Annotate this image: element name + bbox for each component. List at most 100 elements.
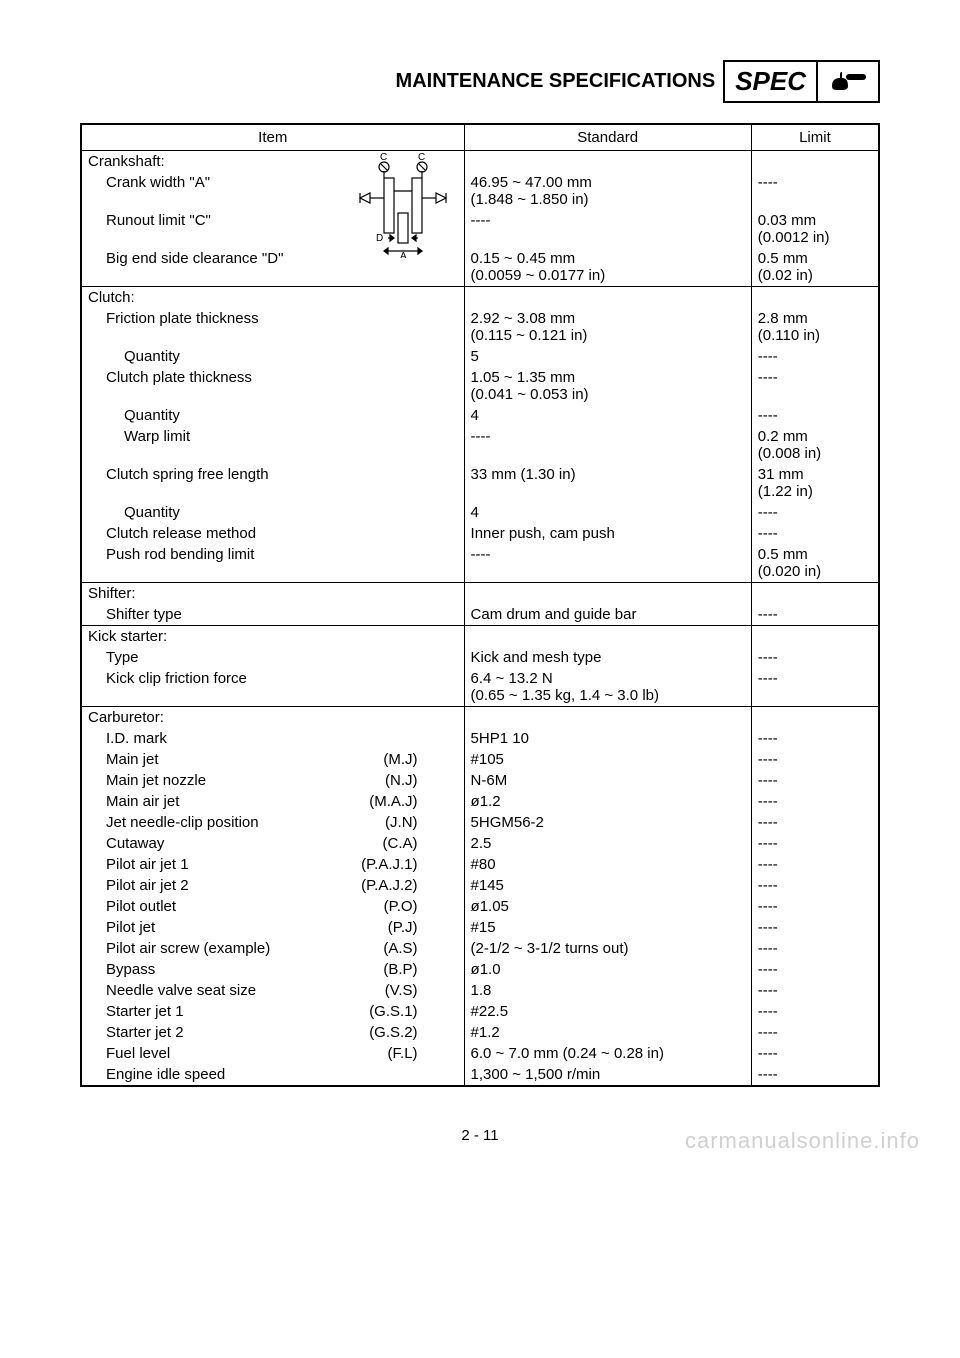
table-row: Engine idle speed1,300 ~ 1,500 r/min---- bbox=[81, 1064, 879, 1086]
cell-item: Clutch plate thickness bbox=[81, 367, 464, 405]
cell-limit bbox=[751, 583, 879, 605]
section-row: Clutch: bbox=[81, 287, 879, 309]
cell-item: Jet needle-clip position(J.N) bbox=[81, 812, 464, 833]
cell-limit: ---- bbox=[751, 938, 879, 959]
svg-text:C: C bbox=[380, 153, 387, 163]
cell-standard: ø1.0 bbox=[464, 959, 751, 980]
cell-limit: 0.2 mm (0.008 in) bbox=[751, 426, 879, 464]
cell-standard: 1.05 ~ 1.35 mm (0.041 ~ 0.053 in) bbox=[464, 367, 751, 405]
cell-standard: #145 bbox=[464, 875, 751, 896]
cell-item: Clutch release method bbox=[81, 523, 464, 544]
cell-limit: ---- bbox=[751, 405, 879, 426]
item-label: Pilot air jet 1 bbox=[88, 856, 361, 873]
item-label: Engine idle speed bbox=[88, 1066, 458, 1083]
item-label: Main jet bbox=[88, 751, 383, 768]
cell-standard: 33 mm (1.30 in) bbox=[464, 464, 751, 502]
cell-item: Quantity bbox=[81, 405, 464, 426]
cell-standard: 2.92 ~ 3.08 mm (0.115 ~ 0.121 in) bbox=[464, 308, 751, 346]
svg-text:D: D bbox=[376, 233, 383, 244]
cell-standard bbox=[464, 151, 751, 173]
cell-limit bbox=[751, 626, 879, 648]
cell-limit: ---- bbox=[751, 523, 879, 544]
cell-limit: ---- bbox=[751, 980, 879, 1001]
item-abbr: (C.A) bbox=[383, 835, 458, 852]
section-row: Shifter: bbox=[81, 583, 879, 605]
cell-item: Main air jet(M.A.J) bbox=[81, 791, 464, 812]
svg-text:A: A bbox=[400, 251, 407, 258]
item-label: Bypass bbox=[88, 961, 383, 978]
col-item-header: Item bbox=[81, 124, 464, 151]
cell-item: Shifter type bbox=[81, 604, 464, 626]
table-row: TypeKick and mesh type---- bbox=[81, 647, 879, 668]
cell-limit: 0.5 mm (0.020 in) bbox=[751, 544, 879, 583]
cell-item: Friction plate thickness bbox=[81, 308, 464, 346]
cell-item: I.D. mark bbox=[81, 728, 464, 749]
svg-text:C: C bbox=[418, 153, 425, 163]
cell-standard: 6.4 ~ 13.2 N (0.65 ~ 1.35 kg, 1.4 ~ 3.0 … bbox=[464, 668, 751, 707]
item-label: Push rod bending limit bbox=[88, 546, 458, 563]
header: MAINTENANCE SPECIFICATIONS SPEC bbox=[80, 60, 880, 103]
table-row: Cutaway(C.A)2.5---- bbox=[81, 833, 879, 854]
cell-standard: Inner push, cam push bbox=[464, 523, 751, 544]
cell-item: Starter jet 1(G.S.1) bbox=[81, 1001, 464, 1022]
cell-item: Pilot air screw (example)(A.S) bbox=[81, 938, 464, 959]
watermark: carmanualsonline.info bbox=[685, 1128, 920, 1154]
cell-item: Push rod bending limit bbox=[81, 544, 464, 583]
cell-standard: 1,300 ~ 1,500 r/min bbox=[464, 1064, 751, 1086]
cell-limit: ---- bbox=[751, 833, 879, 854]
spec-label: SPEC bbox=[725, 62, 818, 101]
cell-standard: ---- bbox=[464, 544, 751, 583]
cell-standard bbox=[464, 707, 751, 729]
cell-item: Starter jet 2(G.S.2) bbox=[81, 1022, 464, 1043]
item-abbr: (P.A.J.2) bbox=[361, 877, 457, 894]
cell-standard: #80 bbox=[464, 854, 751, 875]
cell-standard bbox=[464, 287, 751, 309]
table-row: Starter jet 2(G.S.2)#1.2---- bbox=[81, 1022, 879, 1043]
section-row: Crankshaft: C C D bbox=[81, 151, 879, 173]
col-limit-header: Limit bbox=[751, 124, 879, 151]
table-row: Pilot air screw (example)(A.S)(2-1/2 ~ 3… bbox=[81, 938, 879, 959]
cell-limit: ---- bbox=[751, 346, 879, 367]
item-label: Starter jet 1 bbox=[88, 1003, 369, 1020]
table-row: Push rod bending limit ----0.5 mm (0.020 … bbox=[81, 544, 879, 583]
tool-icon bbox=[818, 62, 878, 101]
cell-standard: #105 bbox=[464, 749, 751, 770]
table-row: Pilot jet(P.J)#15---- bbox=[81, 917, 879, 938]
section-row: Carburetor: bbox=[81, 707, 879, 729]
table-row: Big end side clearance "D"0.15 ~ 0.45 mm… bbox=[81, 248, 879, 287]
page-title: MAINTENANCE SPECIFICATIONS bbox=[396, 70, 716, 93]
cell-limit: ---- bbox=[751, 791, 879, 812]
cell-item: Cutaway(C.A) bbox=[81, 833, 464, 854]
cell-standard: (2-1/2 ~ 3-1/2 turns out) bbox=[464, 938, 751, 959]
cell-standard: 2.5 bbox=[464, 833, 751, 854]
cell-limit: ---- bbox=[751, 604, 879, 626]
table-row: Quantity4---- bbox=[81, 405, 879, 426]
table-row: Pilot air jet 2(P.A.J.2)#145---- bbox=[81, 875, 879, 896]
item-label: Quantity bbox=[88, 407, 458, 424]
cell-limit: ---- bbox=[751, 502, 879, 523]
table-row: Starter jet 1(G.S.1)#22.5---- bbox=[81, 1001, 879, 1022]
cell-limit: ---- bbox=[751, 896, 879, 917]
cell-standard: N-6M bbox=[464, 770, 751, 791]
item-abbr: (P.J) bbox=[388, 919, 458, 936]
item-abbr: (V.S) bbox=[385, 982, 458, 999]
table-row: Shifter typeCam drum and guide bar---- bbox=[81, 604, 879, 626]
item-label: Quantity bbox=[88, 348, 458, 365]
cell-item: Fuel level(F.L) bbox=[81, 1043, 464, 1064]
table-row: Pilot outlet(P.O)ø1.05---- bbox=[81, 896, 879, 917]
cell-item: Main jet nozzle(N.J) bbox=[81, 770, 464, 791]
section-title: Kick starter: bbox=[81, 626, 464, 648]
table-row: Runout limit "C"----0.03 mm (0.0012 in) bbox=[81, 210, 879, 248]
table-row: Bypass(B.P)ø1.0---- bbox=[81, 959, 879, 980]
table-row: Kick clip friction force6.4 ~ 13.2 N (0.… bbox=[81, 668, 879, 707]
item-label: Cutaway bbox=[88, 835, 383, 852]
item-label: Clutch plate thickness bbox=[88, 369, 458, 386]
cell-item: Clutch spring free length bbox=[81, 464, 464, 502]
item-label: Jet needle-clip position bbox=[88, 814, 385, 831]
cell-limit: 0.5 mm (0.02 in) bbox=[751, 248, 879, 287]
page: MAINTENANCE SPECIFICATIONS SPEC Item Sta… bbox=[0, 0, 960, 1184]
cell-limit: ---- bbox=[751, 812, 879, 833]
item-label: Pilot air screw (example) bbox=[88, 940, 383, 957]
cell-limit: ---- bbox=[751, 647, 879, 668]
table-row: Quantity4---- bbox=[81, 502, 879, 523]
